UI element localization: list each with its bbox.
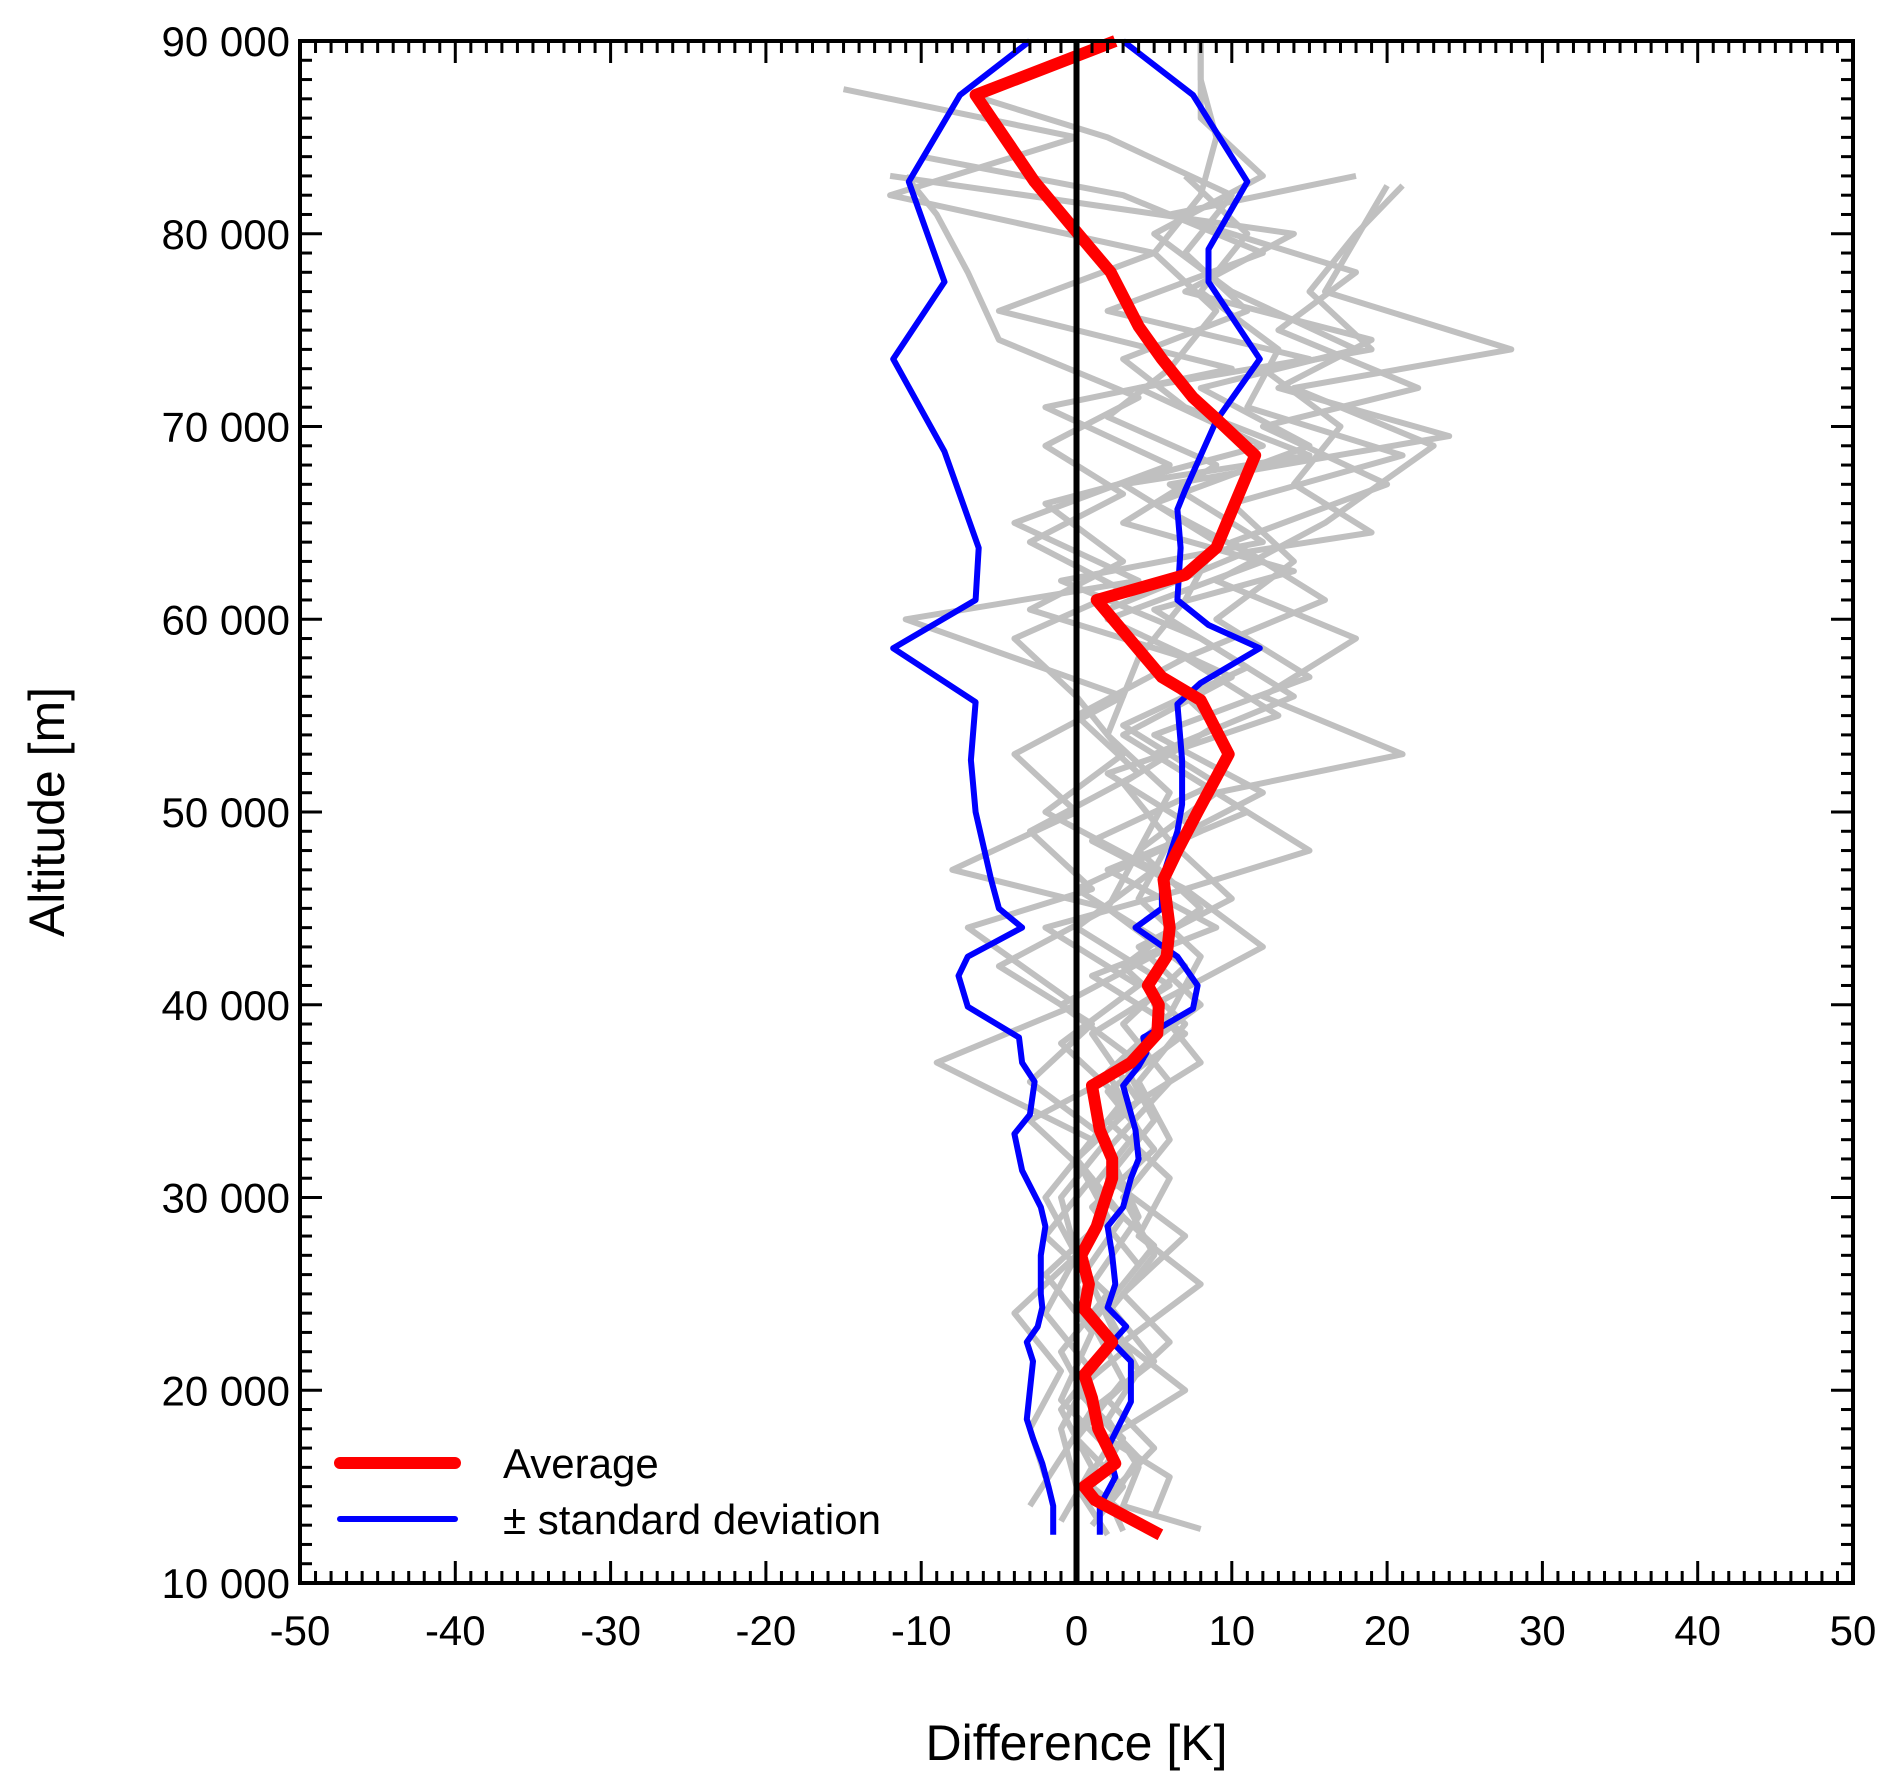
x-axis-title: Difference [K] — [925, 1715, 1227, 1771]
x-tick-label: -20 — [736, 1607, 797, 1654]
individual-series-line-11 — [982, 95, 1313, 1528]
y-tick-label: 20 000 — [162, 1367, 290, 1414]
individual-series-line-9 — [1104, 173, 1406, 1533]
x-tick-label: 10 — [1208, 1607, 1255, 1654]
x-tick-label: 20 — [1364, 1607, 1411, 1654]
y-axis-title: Altitude [m] — [19, 687, 75, 937]
std-deviation-series — [890, 38, 1263, 1535]
x-tick-label: 30 — [1519, 1607, 1566, 1654]
x-tick-label: 0 — [1065, 1607, 1088, 1654]
average-series-line-0 — [969, 35, 1262, 1541]
legend-average-label: Average — [503, 1440, 659, 1487]
y-tick-label: 90 000 — [162, 18, 290, 65]
legend-std-label: ± standard deviation — [503, 1496, 881, 1543]
y-tick-label: 70 000 — [162, 404, 290, 451]
std-series-line-1 — [890, 38, 1057, 1535]
y-tick-label: 60 000 — [162, 596, 290, 643]
y-tick-label: 80 000 — [162, 211, 290, 258]
individual-profiles — [842, 41, 1515, 1537]
y-tick-label: 40 000 — [162, 982, 290, 1029]
x-tick-label: 50 — [1830, 1607, 1877, 1654]
average-series — [969, 35, 1262, 1541]
axis-ticks — [298, 39, 1855, 1585]
x-tick-label: -40 — [425, 1607, 486, 1654]
y-tick-label: 10 000 — [162, 1560, 290, 1607]
legend: Average ± standard deviation — [334, 1440, 881, 1543]
y-tick-label: 30 000 — [162, 1175, 290, 1222]
x-axis-tick-labels: -50 -40 -30 -20 -10 0 10 20 30 40 50 — [270, 1607, 1877, 1654]
individual-series-line-13 — [1089, 183, 1405, 1508]
x-tick-label: -30 — [580, 1607, 641, 1654]
y-tick-label: 50 000 — [162, 789, 290, 836]
y-axis-tick-labels: 10 000 20 000 30 000 40 000 50 000 60 000 70 0… — [162, 18, 290, 1607]
x-tick-label: -50 — [270, 1607, 331, 1654]
x-tick-label: 40 — [1674, 1607, 1721, 1654]
std-series-line-2 — [1096, 38, 1263, 1535]
x-tick-label: -10 — [891, 1607, 952, 1654]
